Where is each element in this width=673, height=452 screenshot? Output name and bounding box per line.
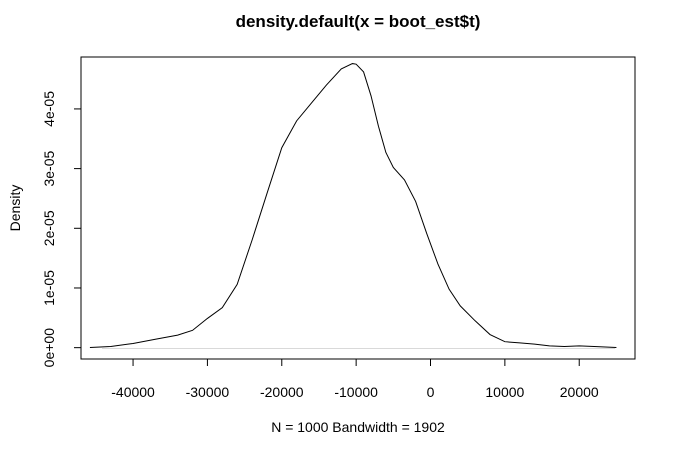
y-tick-label-1: 1e-05 bbox=[41, 270, 57, 306]
y-tick-label-4: 4e-05 bbox=[41, 91, 57, 127]
y-tick-label-3: 3e-05 bbox=[41, 150, 57, 186]
x-tick-label-0: -40000 bbox=[111, 384, 155, 400]
plot-frame bbox=[80, 56, 636, 360]
y-axis-ticks: 0e+00 1e-05 2e-05 3e-05 4e-05 bbox=[41, 91, 81, 368]
x-axis-label: N = 1000 Bandwidth = 1902 bbox=[271, 419, 445, 435]
y-axis-label: Density bbox=[7, 185, 23, 232]
density-curve bbox=[89, 63, 617, 348]
y-tick-label-2: 2e-05 bbox=[41, 210, 57, 246]
y-tick-label-0: 0e+00 bbox=[41, 328, 57, 368]
x-tick-label-3: -10000 bbox=[334, 384, 378, 400]
x-axis-ticks: -40000 -30000 -20000 -10000 0 10000 20000 bbox=[111, 359, 599, 400]
x-tick-label-2: -20000 bbox=[260, 384, 304, 400]
x-tick-label-4: 0 bbox=[427, 384, 435, 400]
x-tick-label-6: 20000 bbox=[560, 384, 599, 400]
chart-title: density.default(x = boot_est$t) bbox=[236, 12, 481, 31]
x-tick-label-5: 10000 bbox=[485, 384, 524, 400]
x-tick-label-1: -30000 bbox=[186, 384, 230, 400]
